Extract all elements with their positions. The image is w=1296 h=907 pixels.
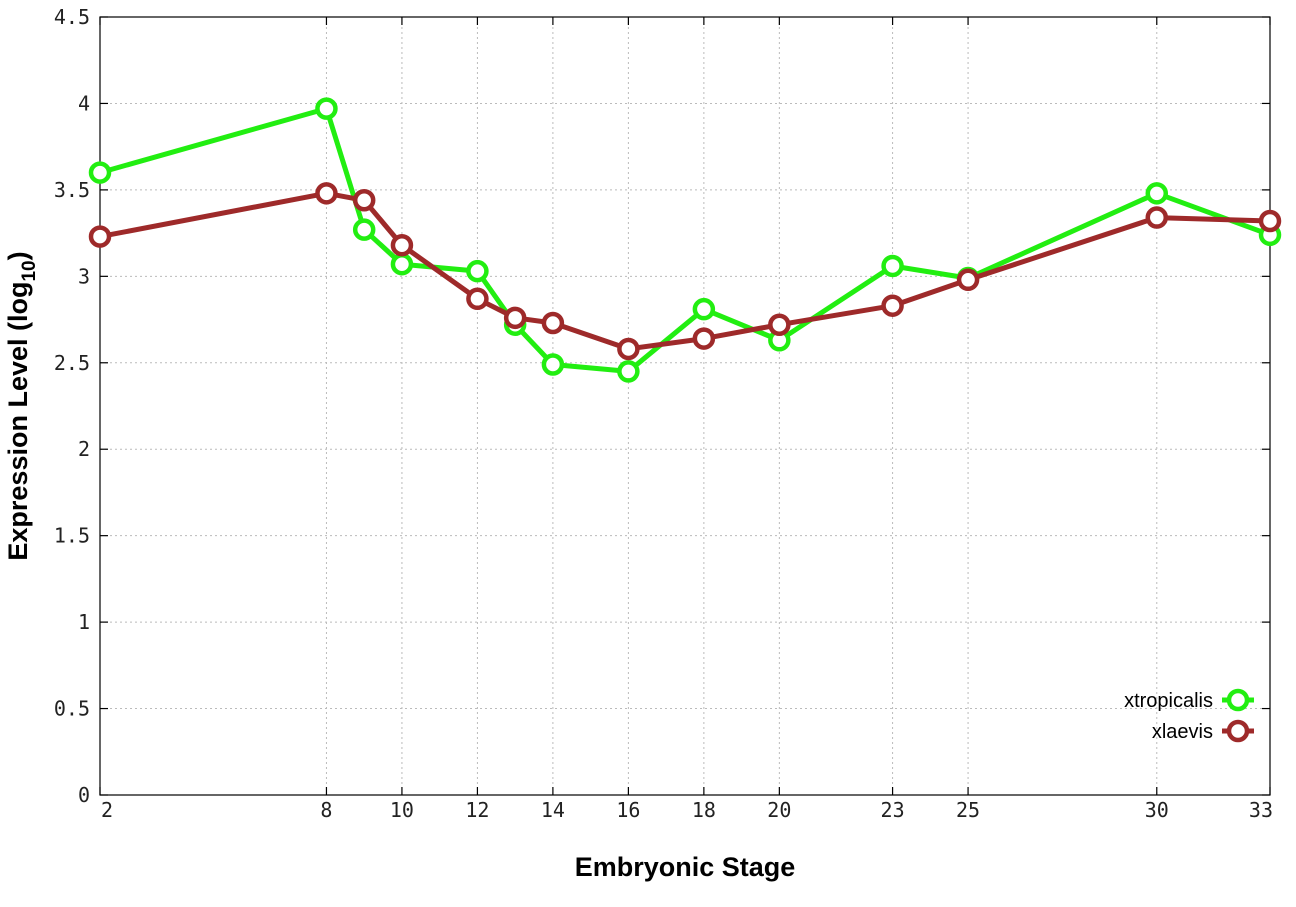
y-tick-label: 4 xyxy=(78,91,90,115)
data-point-xtropicalis xyxy=(315,97,338,120)
y-tick-label: 3.5 xyxy=(54,178,90,202)
y-tick-label: 3 xyxy=(78,264,90,288)
x-tick-label: 18 xyxy=(692,798,716,822)
y-tick-label: 2.5 xyxy=(54,351,90,375)
x-tick-label: 12 xyxy=(465,798,489,822)
data-point-xlaevis xyxy=(881,294,904,317)
data-point-xtropicalis xyxy=(88,161,112,184)
legend-label: xtropicalis xyxy=(1124,690,1213,712)
axis-ticks xyxy=(99,16,1271,796)
y-tick-label: 1 xyxy=(78,610,90,634)
legend-marker-swatch xyxy=(1226,719,1250,743)
series-layer xyxy=(88,97,1282,383)
data-point-xlaevis xyxy=(503,306,527,330)
grid-lines xyxy=(100,17,1270,795)
data-point-xtropicalis xyxy=(466,259,489,283)
data-point-xlaevis xyxy=(390,233,414,257)
data-point-xtropicalis xyxy=(541,353,565,376)
y-axis-tick-labels: 0 0.5 1 1.5 2 2.5 3 3.5 4 4.5 xyxy=(54,5,90,807)
legend-item-xlaevis: xlaevis xyxy=(1152,719,1254,743)
data-point-xlaevis xyxy=(466,287,489,311)
legend-marker-swatch xyxy=(1226,688,1250,712)
x-tick-label: 10 xyxy=(390,798,414,822)
x-tick-label: 30 xyxy=(1145,798,1169,822)
series-xlaevis xyxy=(88,182,1282,361)
x-tick-label: 25 xyxy=(956,798,980,822)
y-axis-title-main: Expression Level (log xyxy=(3,282,33,561)
data-point-xtropicalis xyxy=(881,254,904,278)
data-point-xlaevis xyxy=(315,182,338,205)
y-axis-title-subscript: 10 xyxy=(19,260,40,281)
x-axis-title: Embryonic Stage xyxy=(575,852,796,882)
series-xtropicalis xyxy=(88,97,1282,383)
y-tick-label: 2 xyxy=(78,437,90,461)
legend-label: xlaevis xyxy=(1152,721,1213,743)
data-point-xtropicalis xyxy=(390,252,414,276)
data-point-xlaevis xyxy=(1258,209,1282,233)
data-point-xlaevis xyxy=(88,225,112,248)
data-point-xlaevis xyxy=(352,189,376,212)
data-point-xtropicalis xyxy=(617,360,640,383)
x-tick-label: 8 xyxy=(320,798,332,822)
data-point-xlaevis xyxy=(1145,206,1169,229)
x-tick-label: 23 xyxy=(881,798,905,822)
data-point-xlaevis xyxy=(956,268,980,292)
data-point-xlaevis xyxy=(692,327,716,350)
legend-item-xtropicalis: xtropicalis xyxy=(1124,688,1254,712)
x-tick-label: 14 xyxy=(541,798,565,822)
y-tick-label: 1.5 xyxy=(54,524,90,548)
legend: xtropicalis xlaevis xyxy=(1124,688,1254,743)
data-point-xtropicalis xyxy=(692,297,716,321)
y-axis-title-close: ) xyxy=(3,251,33,260)
y-tick-label: 0.5 xyxy=(54,697,90,721)
x-tick-label: 20 xyxy=(767,798,791,822)
y-tick-label: 4.5 xyxy=(54,5,90,29)
plot-frame xyxy=(99,16,1271,796)
data-point-xlaevis xyxy=(541,311,565,335)
data-point-xlaevis xyxy=(617,337,640,361)
data-point-xtropicalis xyxy=(1145,182,1169,205)
x-axis-tick-labels: 2 8 10 12 14 16 18 20 23 25 30 33 xyxy=(101,798,1273,822)
x-tick-label: 33 xyxy=(1249,798,1273,822)
data-point-xlaevis xyxy=(768,313,791,336)
x-tick-label: 2 xyxy=(101,798,113,822)
y-axis-title: Expression Level (log10) xyxy=(3,251,40,560)
y-tick-label: 0 xyxy=(78,783,90,807)
data-point-xtropicalis xyxy=(352,218,376,241)
x-tick-label: 16 xyxy=(616,798,640,822)
